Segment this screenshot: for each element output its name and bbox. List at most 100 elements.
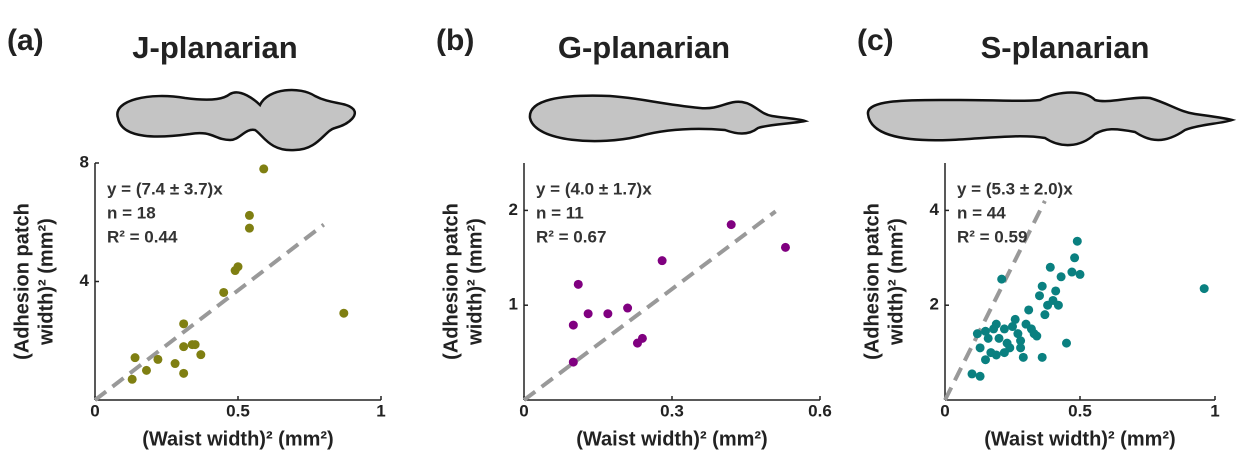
y-tick-label: 8 (80, 152, 89, 171)
data-point (573, 279, 583, 289)
x-tick-label: 0.5 (226, 401, 250, 420)
x-tick-label: 0.3 (660, 401, 684, 420)
data-point (999, 324, 1009, 334)
data-point (657, 256, 667, 266)
data-point (997, 274, 1007, 284)
annotation: n = 44 (957, 203, 1006, 222)
data-point (1045, 262, 1055, 272)
data-point (259, 164, 269, 174)
panel-label: (c) (857, 24, 894, 57)
annotation: y = (5.3 ± 2.0)x (957, 179, 1073, 198)
x-tick-label: 0 (90, 401, 99, 420)
data-point (568, 357, 578, 367)
data-point (153, 354, 163, 364)
panel-label: (b) (436, 24, 474, 57)
x-tick-label: 0.6 (808, 401, 832, 420)
data-point (637, 333, 647, 343)
y-tick-label: 2 (930, 295, 939, 314)
data-point (1199, 284, 1209, 294)
data-point (141, 365, 151, 375)
data-point (603, 309, 613, 319)
data-point (1032, 331, 1042, 341)
planarian-body (866, 91, 1237, 147)
data-point (339, 308, 349, 318)
data-point (170, 359, 180, 369)
annotation: n = 11 (536, 203, 584, 222)
x-tick-label: 0 (519, 401, 528, 420)
panel-label: (a) (7, 24, 44, 57)
data-point (972, 329, 982, 339)
data-point (1072, 236, 1082, 246)
x-tick-label: 0 (940, 401, 949, 420)
data-point (1053, 300, 1063, 310)
data-point (179, 319, 189, 329)
y-tick-label: 4 (930, 200, 940, 219)
annotation: R² = 0.44 (107, 227, 178, 246)
data-point (1037, 352, 1047, 362)
panel-title: J-planarian (132, 30, 297, 65)
y-tick-label: 2 (509, 200, 518, 219)
data-point (975, 371, 985, 381)
data-point (1010, 314, 1020, 324)
data-point (179, 368, 189, 378)
data-point (967, 369, 977, 379)
y-axis-label: (Adhesion patch (861, 203, 883, 360)
data-point (780, 242, 790, 252)
data-point (983, 333, 993, 343)
data-point (219, 287, 229, 297)
y-axis-label: (Adhesion patch (440, 203, 462, 360)
data-point (623, 303, 633, 313)
data-point (981, 326, 990, 336)
data-point (1035, 291, 1044, 301)
data-point (1013, 329, 1023, 339)
data-point (179, 342, 189, 352)
planarian-body (116, 88, 357, 152)
x-axis-label: (Waist width)² (mm²) (576, 428, 767, 450)
annotation: R² = 0.59 (957, 227, 1027, 246)
fit-line (943, 200, 1047, 401)
data-point (1018, 352, 1028, 362)
data-point (1062, 338, 1071, 348)
y-tick-label: 1 (509, 295, 518, 314)
panel-title: S-planarian (981, 30, 1150, 65)
data-point (726, 220, 736, 230)
data-point (1008, 322, 1017, 332)
data-point (991, 350, 1001, 360)
data-point (994, 333, 1004, 343)
y-axis-label: width)² (mm²) (885, 218, 907, 346)
x-axis-label: (Waist width)² (mm²) (142, 428, 333, 450)
x-tick-label: 1 (376, 401, 385, 420)
y-axis-label: width)² (mm²) (35, 218, 57, 346)
data-point (190, 340, 200, 350)
data-point (1037, 281, 1047, 291)
annotation: R² = 0.67 (536, 227, 606, 246)
data-point (1016, 336, 1026, 346)
data-point (1051, 286, 1061, 296)
data-point (233, 262, 243, 272)
data-point (583, 309, 593, 319)
annotation: n = 18 (107, 203, 156, 222)
data-point (975, 343, 985, 353)
data-point (991, 319, 1001, 329)
planarian-body (528, 94, 810, 143)
x-axis-label: (Waist width)² (mm²) (984, 428, 1175, 450)
fit-line (522, 209, 777, 402)
y-tick-label: 4 (80, 271, 90, 290)
data-point (1040, 310, 1050, 320)
data-point (1067, 267, 1077, 277)
fit-line (93, 223, 326, 402)
data-point (130, 353, 140, 363)
data-point (1075, 269, 1085, 279)
data-point (1056, 272, 1066, 282)
y-axis-label: width)² (mm²) (464, 218, 486, 346)
data-point (1024, 305, 1034, 315)
annotation: y = (7.4 ± 3.7)x (107, 179, 223, 198)
panel-title: G-planarian (558, 30, 730, 65)
data-point (244, 210, 254, 220)
annotation: y = (4.0 ± 1.7)x (536, 179, 652, 198)
data-point (1016, 343, 1026, 353)
data-point (999, 348, 1009, 358)
data-point (196, 350, 206, 360)
data-point (244, 223, 254, 233)
